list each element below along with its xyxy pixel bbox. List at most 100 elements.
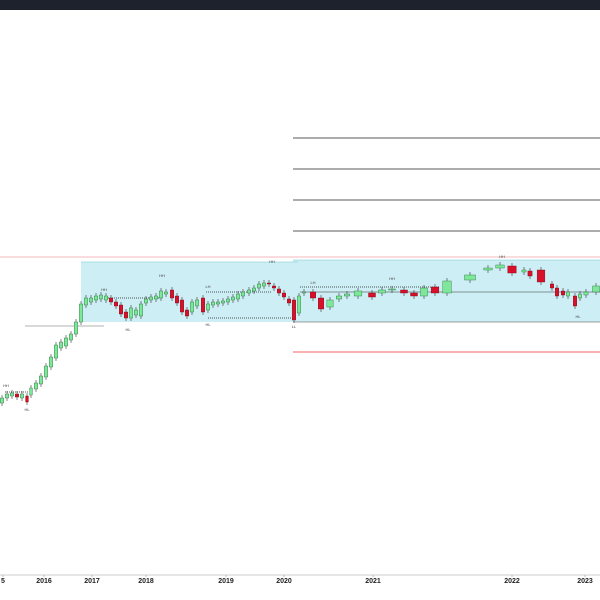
candle-body — [555, 287, 559, 297]
annotation: HH — [3, 383, 9, 388]
candle-body — [134, 309, 138, 316]
annotation: HH — [101, 287, 107, 292]
candle-body — [79, 303, 83, 323]
candle-body — [521, 269, 527, 273]
candle-body — [54, 344, 58, 359]
annotation: HH — [499, 254, 505, 259]
candle-body — [109, 297, 113, 303]
candle-body — [29, 387, 33, 396]
candle-body — [39, 375, 43, 385]
candle-body — [149, 296, 153, 301]
annotation: LL — [292, 324, 297, 329]
candle-body — [129, 307, 133, 319]
annotation: HL — [575, 314, 581, 319]
candle-body — [430, 286, 440, 294]
candle-body — [221, 300, 225, 304]
candle-body — [318, 297, 325, 310]
candle-body — [583, 291, 589, 296]
candle-body — [180, 299, 184, 313]
annotation: HH — [389, 276, 395, 281]
candle-body — [59, 341, 63, 349]
x-tick-label: 2016 — [36, 578, 52, 585]
candle-body — [550, 283, 554, 289]
candle-body — [94, 295, 98, 301]
candle-body — [25, 395, 29, 403]
candle-body — [420, 287, 428, 297]
candle-body — [336, 295, 343, 300]
candle-body — [310, 291, 317, 299]
candle-body — [252, 287, 256, 292]
candle-body — [566, 291, 570, 297]
candle-body — [247, 289, 251, 294]
candle-body — [64, 337, 68, 347]
candle-body — [195, 299, 199, 307]
candle-body — [0, 397, 4, 404]
candle-body — [154, 295, 158, 300]
candle-body — [287, 298, 291, 304]
x-tick-label: 5 — [1, 578, 5, 585]
candles — [0, 262, 600, 406]
candle-body — [124, 311, 128, 319]
x-tick-label: 2023 — [577, 578, 593, 585]
candle-body — [561, 290, 565, 296]
candle-body — [20, 393, 24, 399]
candle-body — [573, 295, 577, 307]
candle-body — [159, 290, 163, 299]
candle-body — [388, 288, 396, 291]
candle-body — [272, 285, 276, 289]
candle-body — [49, 356, 53, 368]
candle-body — [297, 295, 301, 314]
candle-body — [5, 393, 9, 399]
annotation: HL — [205, 322, 211, 327]
candle-body — [410, 292, 418, 297]
candle-body — [139, 303, 143, 317]
range-zone — [81, 262, 298, 322]
annotation: HL — [24, 407, 30, 412]
candle-body — [442, 280, 452, 294]
candle-body — [10, 392, 14, 397]
candle-body — [277, 288, 281, 294]
candle-body — [144, 298, 148, 304]
candle-body — [400, 289, 408, 294]
candle-body — [216, 301, 220, 305]
candle-body — [236, 293, 240, 300]
candle-body — [190, 301, 194, 313]
x-tick-label: 2020 — [276, 578, 292, 585]
candle-body — [282, 292, 286, 298]
candle-body — [507, 265, 517, 274]
candle-body — [114, 301, 118, 307]
candle-body — [170, 289, 174, 299]
candle-body — [89, 297, 93, 303]
candle-body — [378, 289, 386, 294]
candle-body — [69, 333, 73, 341]
candle-body — [578, 293, 582, 299]
candle-body — [74, 321, 78, 335]
x-tick-label: 2017 — [84, 578, 100, 585]
candle-body — [15, 393, 19, 398]
candle-body — [185, 309, 189, 317]
candle-body — [257, 283, 261, 289]
candle-body — [206, 303, 210, 311]
candle-body — [326, 299, 334, 308]
candle-body — [353, 290, 363, 297]
candle-body — [292, 299, 296, 321]
annotation: HL — [125, 327, 131, 332]
candle-body — [592, 285, 600, 293]
candle-body — [226, 298, 230, 303]
candle-body — [119, 304, 123, 315]
candle-body — [44, 365, 48, 378]
x-tick-label: 2018 — [138, 578, 154, 585]
annotation: HH — [159, 273, 165, 278]
candle-body — [464, 274, 476, 281]
candle-body — [231, 296, 235, 301]
candle-body — [164, 291, 168, 295]
x-tick-label: 2019 — [218, 578, 234, 585]
candle-body — [495, 264, 505, 269]
candle-body — [536, 269, 546, 283]
candle-body — [99, 294, 103, 300]
candle-body — [483, 267, 493, 271]
x-tick-label: 2021 — [365, 578, 381, 585]
top-bar — [0, 0, 600, 10]
candle-body — [104, 295, 108, 301]
